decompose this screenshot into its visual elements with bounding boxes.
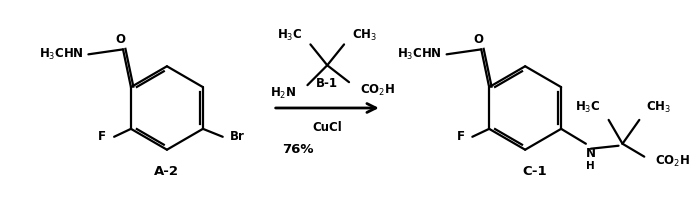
Text: H$_3$C: H$_3$C: [575, 99, 600, 115]
Text: A-2: A-2: [154, 165, 180, 178]
Text: N: N: [586, 147, 596, 160]
Text: F: F: [456, 130, 464, 143]
Text: C-1: C-1: [523, 165, 547, 178]
Text: H: H: [586, 161, 596, 171]
Text: H$_3$C: H$_3$C: [277, 28, 303, 43]
Text: 76%: 76%: [282, 143, 313, 156]
Text: Br: Br: [230, 130, 245, 143]
Text: O: O: [115, 33, 125, 46]
Text: CH$_3$: CH$_3$: [647, 99, 671, 115]
Text: B-1: B-1: [316, 77, 338, 90]
Text: CO$_2$H: CO$_2$H: [360, 83, 395, 98]
Text: H$_3$CHN: H$_3$CHN: [38, 47, 83, 62]
Text: CuCl: CuCl: [312, 121, 342, 134]
Text: H$_3$CHN: H$_3$CHN: [397, 47, 442, 62]
Text: H$_2$N: H$_2$N: [270, 85, 296, 101]
Text: CO$_2$H: CO$_2$H: [655, 154, 690, 169]
Text: F: F: [98, 130, 106, 143]
Text: CH$_3$: CH$_3$: [352, 28, 377, 43]
Text: O: O: [473, 33, 483, 46]
